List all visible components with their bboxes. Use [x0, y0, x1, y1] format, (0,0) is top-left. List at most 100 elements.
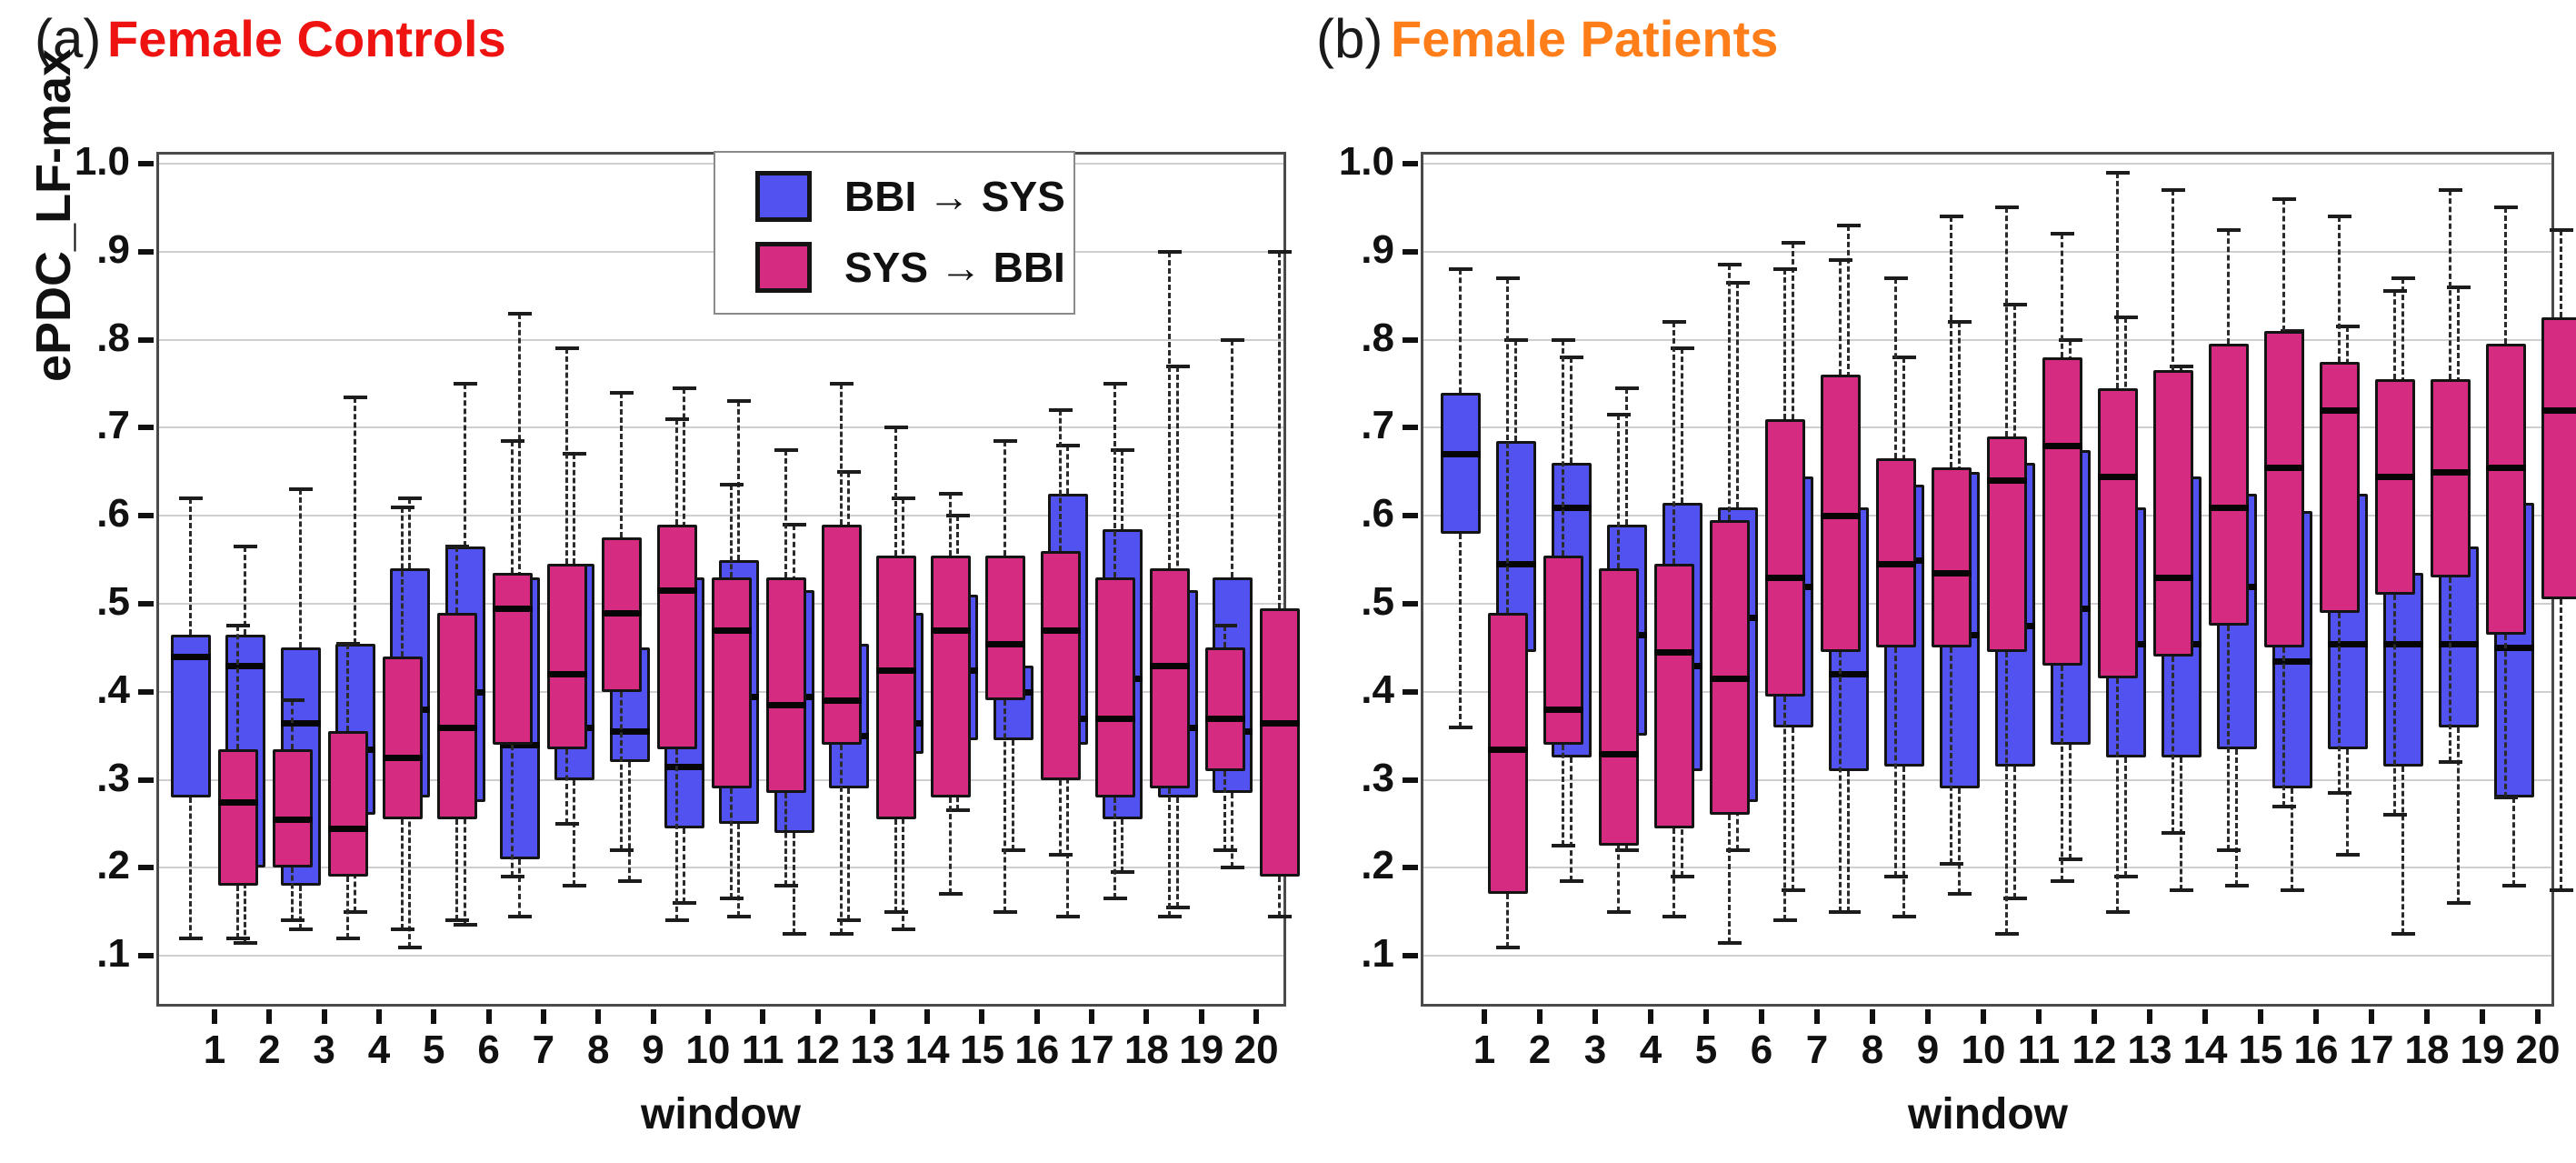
whisker-lower-bbi-sys-window-8: [573, 779, 576, 886]
whisker-lower-sys-bbi-window-8: [1894, 647, 1897, 877]
whisker-upper-sys-bbi-window-6: [1783, 269, 1786, 419]
box-sys-bbi-window-18: [2431, 379, 2471, 577]
box-sys-bbi-window-17: [2375, 379, 2415, 596]
median-sys-bbi-window-16: [1040, 627, 1081, 635]
whisker-upper-bbi-sys-window-12: [792, 524, 795, 591]
x-axis-tick: [1593, 1009, 1598, 1024]
whisker-cap-top-bbi-sys-window-19: [2447, 285, 2471, 289]
median-sys-bbi-window-15: [2264, 464, 2304, 471]
y-axis-tick: [1403, 248, 1418, 255]
whisker-cap-bottom-sys-bbi-window-7: [554, 822, 579, 826]
y-tick-label: .9: [96, 226, 130, 272]
whisker-lower-sys-bbi-window-18: [1168, 788, 1172, 917]
x-axis-tick: [1033, 1009, 1040, 1024]
y-axis-tick: [138, 865, 154, 871]
x-tick-label: 14: [2182, 1028, 2228, 1072]
whisker-lower-bbi-sys-window-7: [1792, 727, 1794, 890]
whisker-lower-bbi-sys-window-1: [189, 797, 192, 938]
whisker-upper-sys-bbi-window-18: [2449, 190, 2451, 380]
median-sys-bbi-window-7: [1821, 513, 1861, 520]
y-axis-tick: [1403, 688, 1418, 695]
x-axis-tick: [760, 1009, 766, 1024]
box-sys-bbi-window-10: [711, 576, 752, 789]
whisker-lower-sys-bbi-window-17: [1113, 797, 1117, 899]
whisker-lower-bbi-sys-window-14: [2180, 757, 2182, 890]
whisker-cap-top-sys-bbi-window-19: [2494, 206, 2518, 210]
whisker-lower-bbi-sys-window-18: [2401, 767, 2404, 934]
whisker-lower-bbi-sys-window-16: [1011, 740, 1014, 851]
x-tick-label: 16: [1014, 1028, 1060, 1072]
whisker-cap-bottom-sys-bbi-window-9: [664, 918, 689, 923]
whisker-cap-top-sys-bbi-window-10: [1995, 206, 2019, 210]
whisker-cap-bottom-bbi-sys-window-12: [2059, 857, 2082, 861]
box-sys-bbi-window-13: [875, 555, 916, 820]
x-axis-tick: [869, 1009, 875, 1024]
whisker-cap-bottom-sys-bbi-window-15: [993, 909, 1018, 914]
whisker-upper-sys-bbi-window-12: [2116, 172, 2119, 388]
median-bbi-sys-window-2: [1496, 561, 1536, 568]
whisker-cap-bottom-sys-bbi-window-1: [1496, 945, 1520, 949]
x-axis-tick: [1089, 1009, 1095, 1024]
whisker-cap-bottom-sys-bbi-window-7: [1829, 909, 1852, 914]
whisker-upper-bbi-sys-window-4: [1625, 387, 1628, 525]
whisker-upper-sys-bbi-window-4: [1672, 322, 1675, 565]
whisker-cap-bottom-bbi-sys-window-9: [1892, 914, 1916, 918]
y-axis-tick: [1403, 336, 1418, 343]
gridline: [159, 338, 1283, 341]
gridline: [159, 426, 1283, 429]
median-sys-bbi-window-8: [602, 609, 643, 617]
whisker-cap-bottom-bbi-sys-window-16: [1001, 848, 1025, 853]
median-bbi-sys-window-3: [1552, 504, 1592, 511]
gridline: [159, 955, 1283, 957]
whisker-cap-top-sys-bbi-window-1: [1496, 276, 1520, 280]
box-sys-bbi-window-12: [821, 524, 862, 745]
whisker-cap-top-sys-bbi-window-15: [2272, 196, 2296, 201]
whisker-upper-bbi-sys-window-6: [1736, 282, 1739, 507]
whisker-lower-sys-bbi-window-10: [2005, 652, 2008, 934]
median-bbi-sys-window-3: [280, 719, 321, 727]
y-tick-label: .9: [1361, 226, 1394, 272]
box-bbi-sys-window-1: [1441, 392, 1481, 534]
whisker-cap-bottom-sys-bbi-window-3: [335, 936, 360, 940]
box-sys-bbi-window-20: [1260, 607, 1301, 877]
whisker-cap-top-sys-bbi-window-8: [1884, 276, 1908, 280]
whisker-lower-sys-bbi-window-2: [291, 867, 295, 921]
median-sys-bbi-window-6: [1765, 574, 1805, 581]
whisker-cap-top-sys-bbi-window-11: [2051, 232, 2074, 236]
whisker-lower-sys-bbi-window-9: [1950, 647, 1952, 864]
whisker-cap-bottom-bbi-sys-window-11: [727, 914, 752, 918]
x-tick-label: 3: [1583, 1028, 1607, 1072]
whisker-lower-sys-bbi-window-15: [2282, 647, 2285, 807]
whisker-cap-bottom-sys-bbi-window-14: [939, 892, 964, 897]
y-tick-label: 1.0: [1338, 139, 1394, 184]
whisker-upper-sys-bbi-window-8: [620, 392, 624, 538]
whisker-cap-bottom-sys-bbi-window-19: [1213, 848, 1237, 853]
whisker-lower-sys-bbi-window-8: [620, 691, 624, 851]
x-axis-tick: [1143, 1009, 1150, 1024]
whisker-cap-bottom-sys-bbi-window-15: [2272, 804, 2296, 808]
median-sys-bbi-window-3: [1599, 750, 1639, 757]
whisker-cap-top-bbi-sys-window-17: [2336, 325, 2360, 329]
whisker-cap-bottom-sys-bbi-window-14: [2217, 848, 2241, 853]
whisker-cap-bottom-bbi-sys-window-11: [2003, 897, 2027, 901]
whisker-cap-bottom-bbi-sys-window-13: [2114, 875, 2138, 879]
whisker-upper-sys-bbi-window-2: [1562, 339, 1564, 556]
whisker-lower-sys-bbi-window-3: [345, 877, 349, 938]
whisker-lower-bbi-sys-window-16: [2291, 788, 2293, 890]
median-bbi-sys-window-8: [1829, 671, 1869, 678]
median-sys-bbi-window-17: [1095, 715, 1136, 722]
x-tick-label: 10: [685, 1028, 731, 1072]
whisker-cap-top-sys-bbi-window-12: [2106, 170, 2130, 175]
whisker-upper-bbi-sys-window-4: [353, 396, 356, 644]
x-axis-tick: [1253, 1009, 1260, 1024]
whisker-cap-bottom-sys-bbi-window-1: [226, 936, 250, 940]
whisker-upper-bbi-sys-window-7: [517, 313, 521, 577]
whisker-upper-sys-bbi-window-19: [2504, 207, 2507, 345]
whisker-lower-sys-bbi-window-20: [2560, 599, 2562, 890]
whisker-cap-bottom-sys-bbi-window-17: [2383, 813, 2407, 817]
whisker-lower-sys-bbi-window-16: [1058, 779, 1062, 855]
median-bbi-sys-window-17: [2328, 640, 2368, 647]
whisker-cap-bottom-bbi-sys-window-12: [782, 932, 806, 936]
whisker-lower-sys-bbi-window-5: [1728, 815, 1731, 943]
whisker-cap-bottom-sys-bbi-window-5: [445, 918, 470, 923]
